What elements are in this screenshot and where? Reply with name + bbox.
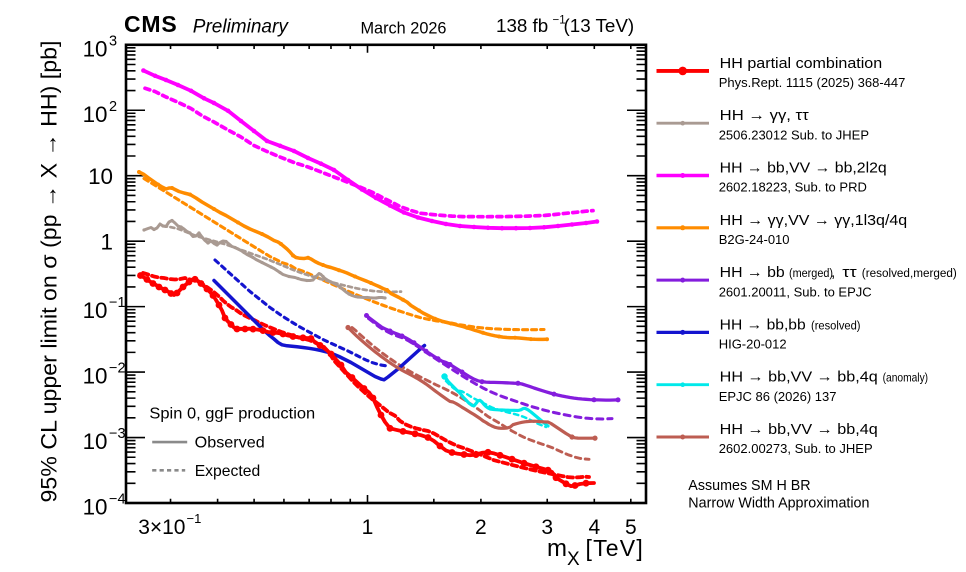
svg-text:2506.23012 Sub. to JHEP: 2506.23012 Sub. to JHEP <box>719 127 869 142</box>
svg-text:10: 10 <box>83 495 108 520</box>
svg-text:X: X <box>567 549 580 570</box>
svg-text:95% CL upper limit on σ (pp →: 95% CL upper limit on σ (pp → X → HH) [p… <box>37 41 62 503</box>
svg-text:March 2026: March 2026 <box>361 19 447 37</box>
svg-text:2602.18223, Sub. to PRD: 2602.18223, Sub. to PRD <box>719 180 867 195</box>
svg-text:[TeV]: [TeV] <box>586 535 644 561</box>
svg-text:10: 10 <box>83 364 108 389</box>
svg-text:m: m <box>547 535 567 562</box>
svg-text:−3: −3 <box>109 426 126 442</box>
svg-text:2601.20011, Sub. to EPJC: 2601.20011, Sub. to EPJC <box>719 284 872 299</box>
svg-text:10: 10 <box>83 429 108 454</box>
svg-text:−1: −1 <box>187 511 202 526</box>
svg-text:Expected: Expected <box>195 463 261 480</box>
svg-text:5: 5 <box>625 516 637 539</box>
svg-text:CMS: CMS <box>124 11 178 37</box>
svg-text:HH → γγ,VV → γγ,1l3q/4q: HH → γγ,VV → γγ,1l3q/4q <box>720 212 908 229</box>
svg-text:Spin 0, ggF production: Spin 0, ggF production <box>149 406 315 423</box>
svg-text:B2G-24-010: B2G-24-010 <box>719 232 790 247</box>
svg-text:2602.00273, Sub. to JHEP: 2602.00273, Sub. to JHEP <box>719 441 873 456</box>
svg-text:3×10: 3×10 <box>138 516 185 539</box>
svg-text:(merged): (merged) <box>789 266 833 280</box>
svg-text:−4: −4 <box>109 492 126 508</box>
svg-text:Assumes SM H BR: Assumes SM H BR <box>688 478 810 494</box>
svg-text:−2: −2 <box>109 361 126 377</box>
svg-text:3: 3 <box>541 516 553 539</box>
svg-text:1: 1 <box>362 516 374 539</box>
svg-text:HH → bb: HH → bb <box>720 264 785 281</box>
svg-text:1: 1 <box>101 229 113 254</box>
svg-text:(resolved): (resolved) <box>811 318 861 332</box>
svg-text:(anomaly): (anomaly) <box>883 371 929 385</box>
svg-text:(resolved,merged): (resolved,merged) <box>862 266 957 280</box>
svg-text:EPJC 86 (2026) 137: EPJC 86 (2026) 137 <box>719 389 837 404</box>
svg-text:10: 10 <box>83 102 108 127</box>
svg-text:−1: −1 <box>109 295 126 311</box>
svg-text:10: 10 <box>88 164 113 189</box>
svg-text:ττ: ττ <box>842 264 856 281</box>
svg-text:−1: −1 <box>553 15 566 27</box>
svg-text:Phys.Rept. 1115 (2025) 368-447: Phys.Rept. 1115 (2025) 368-447 <box>719 75 906 90</box>
svg-text:HH partial combination: HH partial combination <box>720 55 883 72</box>
svg-text:HIG-20-012: HIG-20-012 <box>719 337 787 352</box>
svg-text:HH → bb,VV → bb,4q: HH → bb,VV → bb,4q <box>720 421 878 438</box>
svg-text:2: 2 <box>475 516 487 539</box>
svg-text:Narrow Width Approximation: Narrow Width Approximation <box>688 495 869 511</box>
svg-text:(13 TeV): (13 TeV) <box>564 15 635 36</box>
svg-text:,: , <box>831 264 835 281</box>
svg-text:HH → bb,VV → bb,2l2q: HH → bb,VV → bb,2l2q <box>720 160 887 177</box>
svg-text:HH → bb,bb: HH → bb,bb <box>720 316 806 333</box>
svg-text:Observed: Observed <box>195 435 265 452</box>
svg-text:10: 10 <box>83 36 108 61</box>
svg-text:138 fb: 138 fb <box>496 15 548 36</box>
svg-text:HH → bb,VV → bb,4q: HH → bb,VV → bb,4q <box>720 369 878 386</box>
svg-text:Preliminary: Preliminary <box>193 16 290 37</box>
svg-text:3: 3 <box>109 33 117 49</box>
svg-text:10: 10 <box>83 298 108 323</box>
svg-text:HH → γγ, ττ: HH → γγ, ττ <box>720 107 809 124</box>
svg-text:2: 2 <box>109 99 117 115</box>
svg-text:4: 4 <box>588 516 600 539</box>
